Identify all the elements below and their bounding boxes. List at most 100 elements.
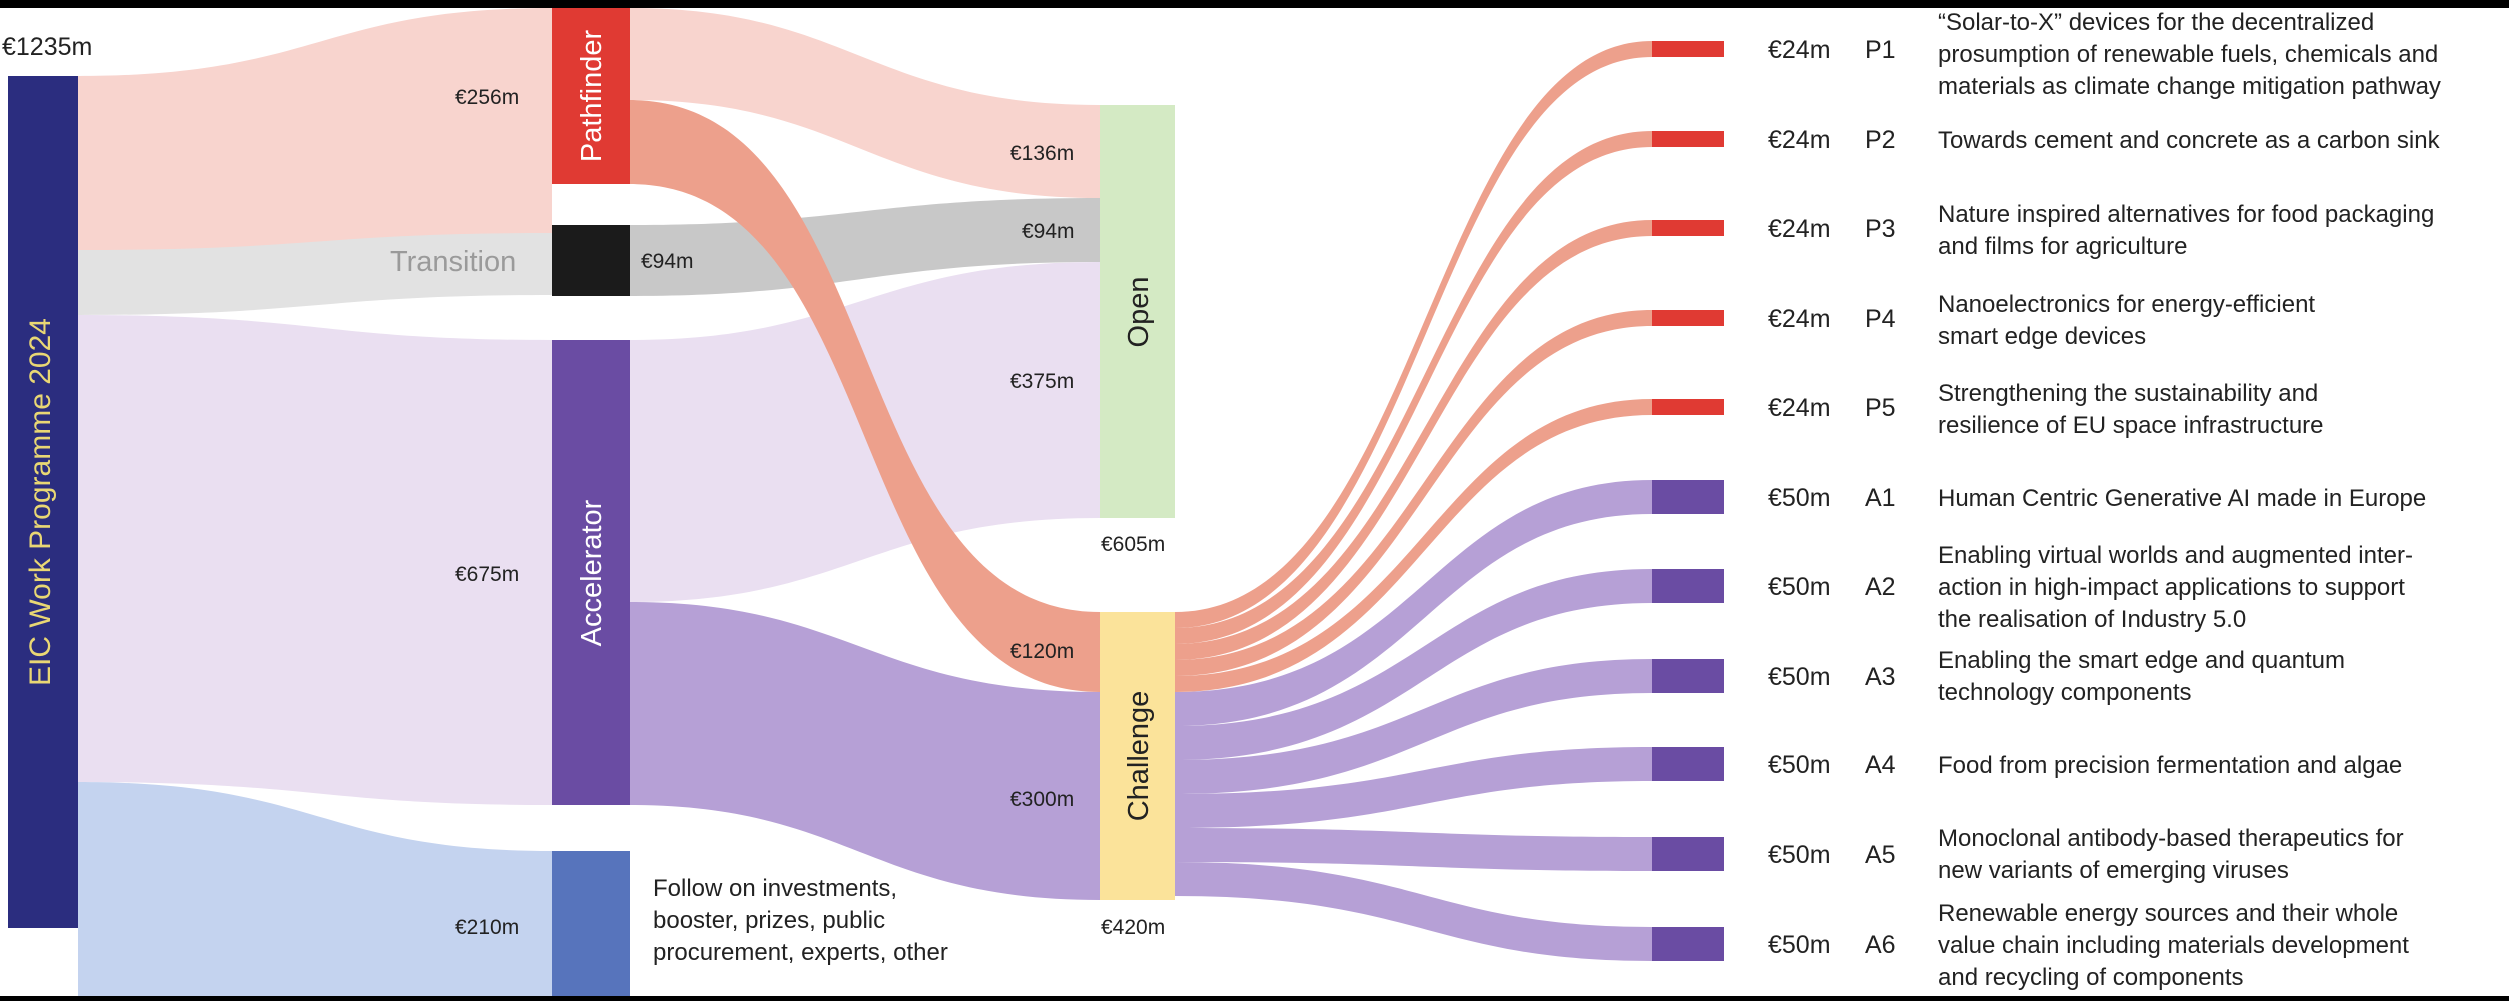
challenge-amount: €50m bbox=[1768, 841, 1831, 869]
pathfinder-amount: €256m bbox=[455, 86, 519, 109]
challenge-amount: €50m bbox=[1768, 573, 1831, 601]
challenge-title-line: Towards cement and concrete as a carbon … bbox=[1938, 127, 2441, 154]
challenge-label: Challenge bbox=[1123, 691, 1155, 822]
challenge-title-line: Renewable energy sources and their whole bbox=[1938, 900, 2398, 927]
challenge-amount: €24m bbox=[1768, 394, 1831, 422]
flow-pathfinder-challenge bbox=[630, 100, 1100, 692]
flow-challenge-a4 bbox=[1175, 747, 1652, 828]
challenge-amount: €50m bbox=[1768, 931, 1831, 959]
node-transition bbox=[552, 225, 630, 296]
challenge-marker-p4 bbox=[1652, 310, 1724, 326]
flow-challenge-a6 bbox=[1175, 862, 1652, 961]
other-description-line-2: booster, prizes, public bbox=[653, 907, 885, 934]
open-total: €605m bbox=[1101, 533, 1165, 556]
challenge-row-p5: €24m P5 Strengthening the sustainability… bbox=[1652, 380, 2324, 439]
challenge-code: A3 bbox=[1865, 663, 1896, 691]
challenge-marker-a3 bbox=[1652, 659, 1724, 693]
challenge-title-line: prosumption of renewable fuels, chemical… bbox=[1938, 41, 2438, 68]
flow-programme-other bbox=[78, 782, 552, 996]
challenge-amount: €24m bbox=[1768, 36, 1831, 64]
flow-transition-open-amount: €94m bbox=[1022, 220, 1075, 243]
challenge-title-line: technology components bbox=[1938, 679, 2192, 706]
challenge-code: A4 bbox=[1865, 751, 1896, 779]
challenge-row-a4: €50m A4 Food from precision fermentation… bbox=[1652, 747, 2402, 781]
flow-ribbons bbox=[78, 8, 1652, 996]
challenge-row-a3: €50m A3 Enabling the smart edge and quan… bbox=[1652, 647, 2345, 706]
challenge-code: P2 bbox=[1865, 126, 1896, 154]
challenge-code: A1 bbox=[1865, 484, 1896, 512]
pathfinder-label: Pathfinder bbox=[576, 30, 608, 163]
challenge-code: A2 bbox=[1865, 573, 1896, 601]
programme-title: EIC Work Programme 2024 bbox=[24, 318, 57, 686]
flow-programme-accelerator bbox=[78, 315, 552, 805]
challenge-amount: €24m bbox=[1768, 215, 1831, 243]
other-description-line-1: Follow on investments, bbox=[653, 875, 897, 902]
challenge-amount: €24m bbox=[1768, 305, 1831, 333]
challenge-marker-a2 bbox=[1652, 569, 1724, 603]
challenge-title-line: smart edge devices bbox=[1938, 323, 2146, 350]
challenge-list: €24m P1 “Solar-to-X” devices for the dec… bbox=[1652, 9, 2441, 991]
challenge-marker-p2 bbox=[1652, 131, 1724, 147]
other-description-line-3: procurement, experts, other bbox=[653, 939, 948, 966]
challenge-code: P3 bbox=[1865, 215, 1896, 243]
challenge-marker-p1 bbox=[1652, 41, 1724, 57]
challenge-title-line: and recycling of components bbox=[1938, 964, 2244, 991]
challenge-title-line: and films for agriculture bbox=[1938, 233, 2187, 260]
challenge-marker-p3 bbox=[1652, 220, 1724, 236]
flow-accelerator-challenge-amount: €300m bbox=[1010, 788, 1074, 811]
accelerator-amount: €675m bbox=[455, 563, 519, 586]
challenge-code: P4 bbox=[1865, 305, 1896, 333]
challenge-code: A6 bbox=[1865, 931, 1896, 959]
challenge-row-p4: €24m P4 Nanoelectronics for energy-effic… bbox=[1652, 291, 2315, 350]
challenge-title-line: “Solar-to-X” devices for the decentraliz… bbox=[1938, 9, 2374, 36]
challenge-title-line: value chain including materials developm… bbox=[1938, 932, 2409, 959]
challenge-code: A5 bbox=[1865, 841, 1896, 869]
challenge-title-line: Enabling virtual worlds and augmented in… bbox=[1938, 542, 2413, 569]
node-open bbox=[1100, 105, 1175, 518]
flow-accelerator-challenge bbox=[630, 602, 1100, 900]
challenge-code: P1 bbox=[1865, 36, 1896, 64]
flow-challenge-a3 bbox=[1175, 659, 1652, 794]
transition-amount: €94m bbox=[641, 250, 694, 273]
challenge-amount: €50m bbox=[1768, 663, 1831, 691]
challenge-row-p3: €24m P3 Nature inspired alternatives for… bbox=[1652, 201, 2434, 260]
challenge-row-p1: €24m P1 “Solar-to-X” devices for the dec… bbox=[1652, 9, 2441, 100]
challenge-title-line: Enabling the smart edge and quantum bbox=[1938, 647, 2345, 674]
node-programme bbox=[8, 76, 78, 928]
challenge-row-a6: €50m A6 Renewable energy sources and the… bbox=[1652, 900, 2409, 991]
total-amount: €1235m bbox=[2, 33, 92, 61]
other-amount: €210m bbox=[455, 916, 519, 939]
flow-challenge-a1 bbox=[1175, 480, 1652, 726]
open-label: Open bbox=[1123, 277, 1155, 348]
challenge-title-line: Monoclonal antibody-based therapeutics f… bbox=[1938, 825, 2404, 852]
challenge-title-line: new variants of emerging viruses bbox=[1938, 857, 2289, 884]
challenge-marker-a1 bbox=[1652, 480, 1724, 514]
node-challenge bbox=[1100, 612, 1175, 900]
node-other bbox=[552, 851, 630, 996]
challenge-row-a1: €50m A1 Human Centric Generative AI made… bbox=[1652, 480, 2426, 514]
challenge-row-a5: €50m A5 Monoclonal antibody-based therap… bbox=[1652, 825, 2404, 884]
challenge-row-p2: €24m P2 Towards cement and concrete as a… bbox=[1652, 126, 2441, 154]
flow-accelerator-open-amount: €375m bbox=[1010, 370, 1074, 393]
flow-programme-pathfinder bbox=[78, 8, 552, 255]
challenge-amount: €50m bbox=[1768, 751, 1831, 779]
challenge-amount: €50m bbox=[1768, 484, 1831, 512]
flow-pathfinder-challenge-amount: €120m bbox=[1010, 640, 1074, 663]
challenge-marker-a6 bbox=[1652, 927, 1724, 961]
flow-programme-transition bbox=[78, 233, 552, 315]
flow-pathfinder-open bbox=[630, 8, 1100, 198]
flow-challenge-a5 bbox=[1175, 828, 1652, 871]
flow-challenge-a2 bbox=[1175, 569, 1652, 760]
challenge-title-line: Food from precision fermentation and alg… bbox=[1938, 752, 2402, 779]
challenge-total: €420m bbox=[1101, 916, 1165, 939]
challenge-title-line: Strengthening the sustainability and bbox=[1938, 380, 2318, 407]
challenge-title-line: Nanoelectronics for energy-efficient bbox=[1938, 291, 2315, 318]
flow-pathfinder-open-amount: €136m bbox=[1010, 142, 1074, 165]
challenge-title-line: resilience of EU space infrastructure bbox=[1938, 412, 2324, 439]
challenge-marker-p5 bbox=[1652, 399, 1724, 415]
challenge-marker-a4 bbox=[1652, 747, 1724, 781]
transition-label: Transition bbox=[390, 246, 516, 278]
challenge-marker-a5 bbox=[1652, 837, 1724, 871]
